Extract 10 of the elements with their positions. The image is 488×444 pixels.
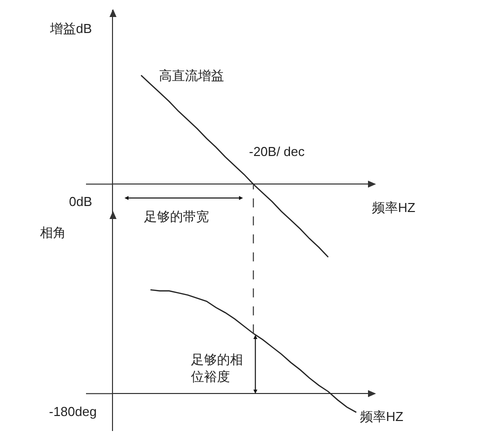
annotation: 足够的相位裕度 xyxy=(191,352,243,384)
x-axis-title: 频率HZ xyxy=(372,200,416,215)
annotation: 足够的带宽 xyxy=(144,209,209,224)
annotation: -20B/ dec xyxy=(249,144,306,159)
y-axis-title: 相角 xyxy=(40,225,66,240)
annotation: 高直流增益 xyxy=(159,68,224,83)
text: -180deg xyxy=(49,404,97,419)
text: 0dB xyxy=(69,194,92,209)
x-axis-title: 频率HZ xyxy=(360,409,404,424)
y-axis-title: 增益dB xyxy=(49,21,92,36)
